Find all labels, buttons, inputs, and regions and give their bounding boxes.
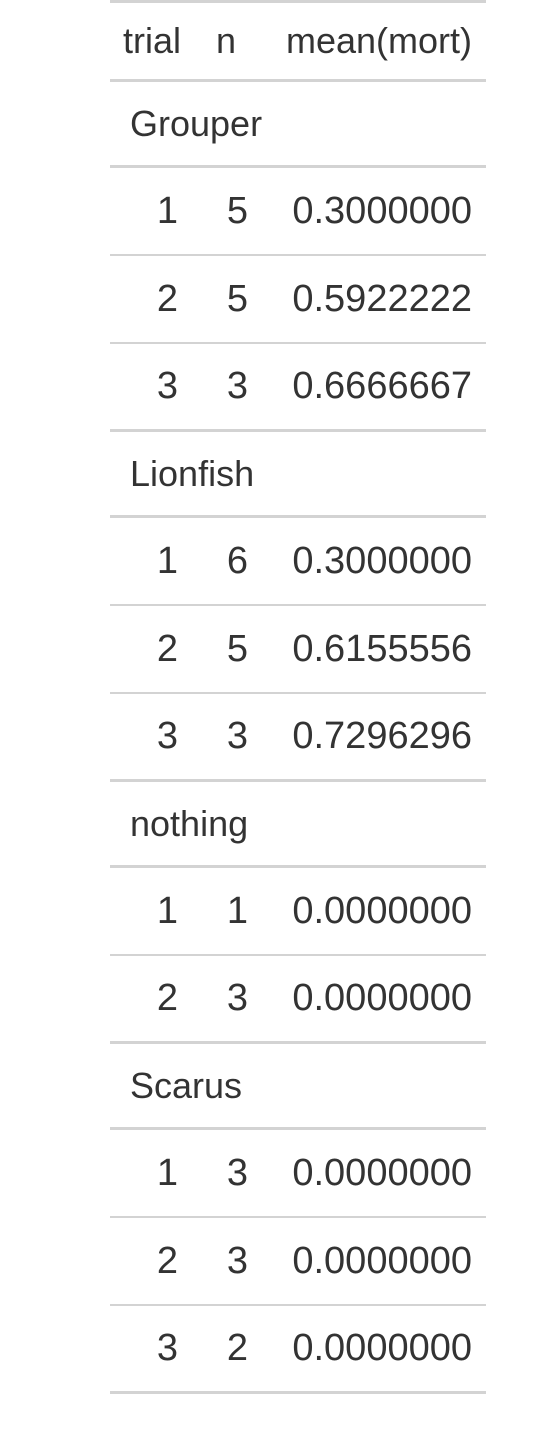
cell-trial: 3 <box>156 1327 178 1369</box>
group-row-label: nothing <box>110 782 486 868</box>
cell-n: 2 <box>226 1327 248 1369</box>
table-row: 3 3 0.7296296 <box>110 694 486 782</box>
cell-n: 3 <box>226 1151 248 1194</box>
table-row: 2 5 0.6155556 <box>110 606 486 694</box>
group-row-label: Scarus <box>110 1044 486 1130</box>
table-row: 3 3 0.6666667 <box>110 344 486 432</box>
cell-mean-mort: 0.7296296 <box>292 715 472 757</box>
table-row: 3 2 0.0000000 <box>110 1306 486 1394</box>
cell-n: 3 <box>226 365 248 407</box>
cell-trial: 1 <box>156 539 178 582</box>
cell-trial: 2 <box>156 977 178 1019</box>
table-body: Grouper 1 5 0.3000000 2 5 0.5922222 3 3 0.6666667… <box>110 82 486 1394</box>
cell-n: 6 <box>226 539 248 582</box>
cell-trial: 2 <box>156 627 178 670</box>
cell-trial: 2 <box>156 277 178 320</box>
cell-mean-mort: 0.0000000 <box>292 977 472 1019</box>
cell-n: 5 <box>226 277 248 320</box>
table-header-row: trial n mean(mort) <box>110 3 486 82</box>
table-top-rule <box>110 0 486 3</box>
cell-mean-mort: 0.6666667 <box>292 365 472 407</box>
cell-trial: 2 <box>156 1239 178 1282</box>
cell-mean-mort: 0.0000000 <box>292 1239 472 1282</box>
column-header-trial: trial <box>123 20 182 61</box>
cell-mean-mort: 0.5922222 <box>292 277 472 320</box>
cell-trial: 1 <box>156 1151 178 1194</box>
table-row: 2 3 0.0000000 <box>110 956 486 1044</box>
cell-mean-mort: 0.0000000 <box>292 1327 472 1369</box>
cell-n: 3 <box>226 977 248 1019</box>
cell-trial: 1 <box>156 189 178 232</box>
cell-n: 3 <box>226 1239 248 1282</box>
table-row: 1 6 0.3000000 <box>110 518 486 606</box>
summary-table: trial n mean(mort) Grouper 1 5 0.3000000 2 5 0… <box>110 0 486 1394</box>
cell-mean-mort: 0.0000000 <box>292 1151 472 1194</box>
group-row-label: Lionfish <box>110 432 486 518</box>
cell-mean-mort: 0.3000000 <box>292 189 472 232</box>
group-row-label: Grouper <box>110 82 486 168</box>
table-row: 1 3 0.0000000 <box>110 1130 486 1218</box>
column-header-mean-mort: mean(mort) <box>285 20 472 61</box>
cell-mean-mort: 0.3000000 <box>292 539 472 582</box>
cell-trial: 1 <box>156 889 178 932</box>
cell-n: 5 <box>226 627 248 670</box>
cell-mean-mort: 0.6155556 <box>292 627 472 670</box>
cell-n: 3 <box>226 715 248 757</box>
table-row: 2 3 0.0000000 <box>110 1218 486 1306</box>
cell-trial: 3 <box>156 365 178 407</box>
table-row: 2 5 0.5922222 <box>110 256 486 344</box>
cell-n: 5 <box>226 189 248 232</box>
table-row: 1 5 0.3000000 <box>110 168 486 256</box>
cell-mean-mort: 0.0000000 <box>292 889 472 932</box>
cell-n: 1 <box>226 889 248 932</box>
cell-trial: 3 <box>156 715 178 757</box>
column-header-n: n <box>215 20 237 61</box>
table-row: 1 1 0.0000000 <box>110 868 486 956</box>
